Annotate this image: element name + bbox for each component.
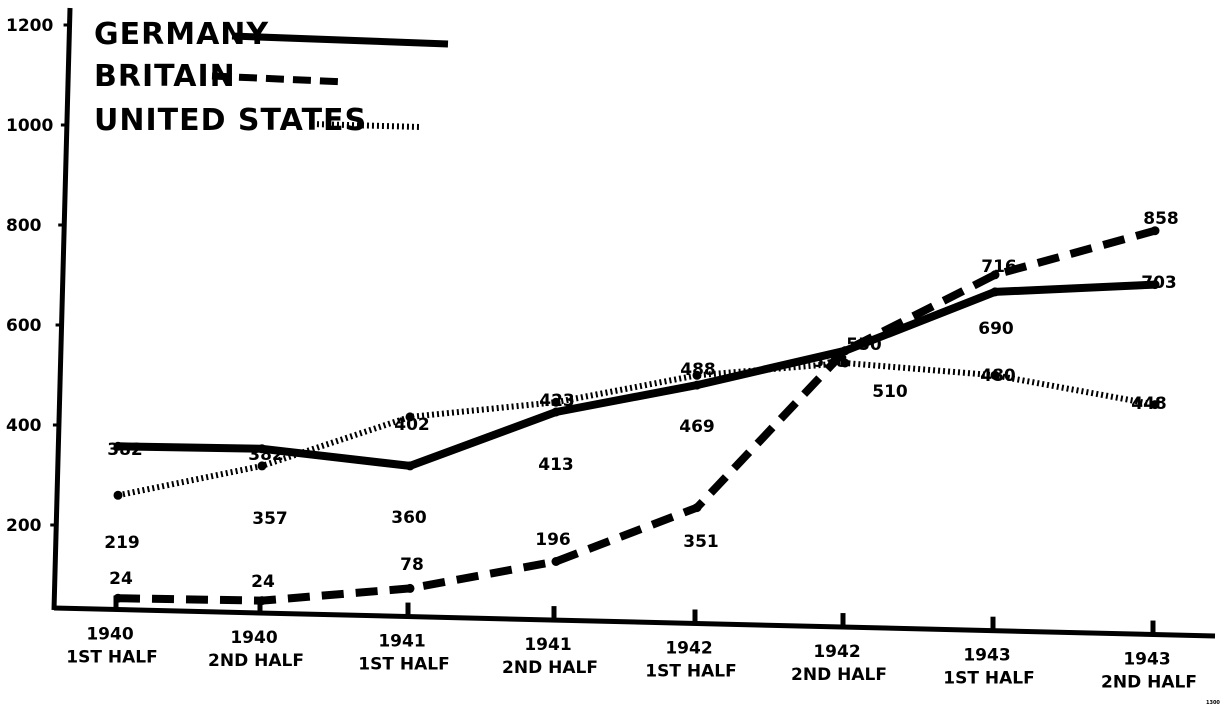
series-line-britain [117,226,1157,605]
data-label-britain-0: 24 [109,569,133,589]
x-tick-year-7: 1943 [1123,650,1170,670]
x-tick-year-0: 1940 [86,625,133,645]
legend-swatch-germany [231,32,449,48]
series-line-germany [117,280,1156,470]
data-label-united-states-7: 448 [1131,394,1167,414]
data-point-germany-1 [257,444,267,454]
x-axis [53,605,1216,639]
data-label-united-states-1: 357 [252,509,288,529]
x-tick-year-4: 1942 [665,638,712,658]
legend-swatch-united-states [311,121,421,130]
axes: 200 400 600 800 1000 1200 1940 1ST HALF 1940 2ND … [6,7,1216,693]
x-tick-year-3: 1941 [524,635,571,655]
data-point-united-states-3 [551,397,561,407]
x-tick-half-2: 1ST HALF [358,655,449,675]
data-label-britain-4: 351 [683,532,719,552]
legend-swatch-britain [211,72,347,86]
x-tick-half-5: 2ND HALF [791,665,887,685]
data-point-britain-3 [551,557,561,566]
x-tick-year-6: 1943 [963,646,1010,666]
data-label-united-states-6: 480 [980,366,1016,386]
y-axis [51,7,73,611]
x-tick-half-1: 2ND HALF [208,651,304,671]
legend: GERMANY BRITAIN UNITED STATES [94,17,449,138]
x-tick-year-1: 1940 [230,628,277,648]
data-point-united-states-2 [405,412,415,422]
y-tick-label-1000: 1000 [6,116,53,136]
data-label-germany-2: 360 [391,508,427,528]
data-point-britain-0 [113,593,123,603]
data-label-germany-7: 703 [1141,273,1177,293]
data-point-britain-4 [692,503,702,513]
data-point-germany-0 [113,441,123,451]
data-point-germany-6 [990,287,1000,297]
x-tick-half-0: 1ST HALF [66,648,157,668]
data-label-britain-5: 550 [846,335,882,355]
data-label-united-states-2: 402 [394,415,430,435]
data-point-britain-2 [405,583,415,593]
data-point-united-states-1 [257,461,267,471]
data-point-united-states-4 [692,370,702,380]
x-tick-half-6: 1ST HALF [943,669,1034,689]
data-point-united-states-0 [113,490,123,500]
data-label-britain-3: 196 [535,530,571,550]
x-tick-half-3: 2ND HALF [502,658,598,678]
x-tick-year-2: 1941 [378,632,425,652]
data-point-united-states-7 [1150,400,1160,410]
y-tick-label-800: 800 [6,216,42,236]
y-tick-label-400: 400 [6,416,42,436]
data-label-united-states-0: 219 [104,533,140,553]
data-point-united-states-5 [840,358,850,368]
series-line-united-states [117,360,1156,499]
data-point-united-states-6 [990,370,1000,380]
legend-label-united-states: UNITED STATES [94,103,367,138]
data-label-britain-7: 858 [1143,209,1179,229]
data-label-united-states-5: 510 [872,382,908,402]
data-point-britain-1 [257,596,267,606]
x-tick-half-7: 2ND HALF [1101,673,1197,693]
data-label-germany-4: 469 [679,417,715,437]
data-label-united-states-3: 423 [539,391,575,411]
data-point-britain-6 [990,270,1000,280]
data-label-britain-2: 78 [400,555,424,575]
data-label-united-states-4: 488 [680,360,716,380]
data-point-germany-7 [1150,280,1160,290]
data-point-germany-4 [692,380,702,390]
data-label-germany-0: 382 [107,440,143,460]
x-tick-half-4: 1ST HALF [645,661,736,681]
data-label-germany-1: 382 [248,445,284,465]
data-label-britain-6: 716 [981,257,1017,277]
data-point-britain-7 [1150,226,1160,236]
data-label-germany-5: 538 [812,352,848,372]
series-lines [113,226,1160,606]
data-point-germany-3 [551,407,561,417]
data-label-germany-6: 690 [978,319,1014,339]
y-tick-label-1200: 1200 [6,16,53,36]
data-point-britain-5 [840,346,850,356]
y-tick-label-600: 600 [6,316,42,336]
corner-mark: 1300 [1206,700,1220,706]
x-tick-year-5: 1942 [813,642,860,662]
data-label-britain-1: 24 [251,572,275,592]
legend-label-britain: BRITAIN [94,59,236,94]
y-tick-label-200: 200 [6,516,42,536]
data-point-germany-2 [405,461,415,471]
data-label-germany-3: 413 [538,455,574,475]
data-labels: 382 382 360 413 469 538 690 703 24 24 78 196 351 550 7… [104,209,1179,592]
